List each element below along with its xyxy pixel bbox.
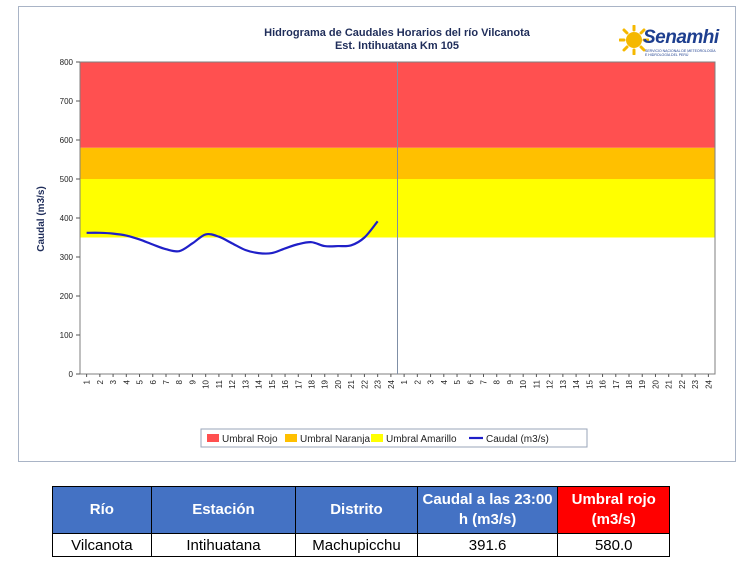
- x-tick-label: 10: [202, 379, 211, 388]
- x-axis-ticks: 1 2 3 4 5 6 7 8 9 10 11 12 13 14 15 16 17 18 19 20 21 22 23 24 1…: [83, 374, 713, 389]
- x-tick-label: 12: [546, 379, 555, 388]
- header-estacion: Estación: [150, 486, 297, 534]
- x-tick-label: 4: [122, 379, 131, 384]
- cell-caudal: 391.6: [416, 533, 559, 557]
- x-tick-label: 3: [109, 379, 118, 384]
- legend-label: Umbral Naranja: [300, 434, 370, 445]
- chart-legend: Umbral Rojo Umbral Naranja Umbral Amarillo…: [200, 428, 588, 448]
- x-tick-label: 12: [228, 379, 237, 388]
- x-tick-label: 3: [427, 379, 436, 384]
- legend-swatch: [285, 434, 297, 442]
- senamhi-logo: Senamhi SERVICIO NACIONAL DE METEOROLOGÍ…: [617, 21, 721, 65]
- x-tick-label: 21: [347, 379, 356, 388]
- y-tick-label: 100: [60, 331, 74, 340]
- summary-table: Río Estación Distrito Caudal a las 23:00…: [52, 486, 670, 557]
- x-tick-label: 18: [308, 379, 317, 388]
- x-tick-label: 11: [215, 379, 224, 388]
- x-tick-label: 11: [532, 379, 541, 388]
- cell-distrito: Machupicchu: [295, 533, 418, 557]
- header-rio: Río: [52, 486, 152, 534]
- x-tick-label: 13: [241, 379, 250, 388]
- table-header-row: Río Estación Distrito Caudal a las 23:00…: [52, 486, 670, 534]
- logo-subtitle: SERVICIO NACIONAL DE METEOROLOGÍA E HIDR…: [645, 49, 716, 57]
- logo-brand: Senamhi: [643, 27, 719, 48]
- x-tick-label: 6: [466, 379, 475, 384]
- x-tick-label: 19: [321, 379, 330, 388]
- legend-swatch: [371, 434, 383, 442]
- y-tick-label: 300: [60, 253, 74, 262]
- x-tick-label: 13: [559, 379, 568, 388]
- x-tick-label: 16: [281, 379, 290, 388]
- x-tick-label: 7: [162, 379, 171, 384]
- chart-frame: Hidrograma de Caudales Horarios del río …: [18, 6, 736, 462]
- legend-box: [200, 428, 588, 448]
- cell-umbral-rojo: 580.0: [557, 533, 670, 557]
- y-tick-label: 800: [60, 58, 74, 67]
- x-tick-label: 1: [400, 379, 409, 384]
- x-tick-label: 23: [691, 379, 700, 388]
- y-tick-label: 500: [60, 175, 74, 184]
- x-tick-label: 22: [678, 379, 687, 388]
- x-tick-label: 20: [334, 379, 343, 388]
- legend-label: Umbral Rojo: [222, 434, 278, 445]
- x-tick-label: 15: [268, 379, 277, 388]
- x-tick-label: 4: [440, 379, 449, 384]
- legend-label: Caudal (m3/s): [486, 434, 549, 445]
- x-tick-label: 14: [255, 379, 264, 388]
- x-tick-label: 1: [83, 379, 92, 384]
- x-tick-label: 6: [149, 379, 158, 384]
- x-tick-label: 2: [96, 379, 105, 384]
- y-tick-label: 0: [69, 370, 74, 379]
- x-tick-label: 14: [572, 379, 581, 388]
- y-tick-label: 400: [60, 214, 74, 223]
- table-row: Vilcanota Intihuatana Machupicchu 391.6 …: [52, 533, 670, 557]
- x-tick-label: 21: [665, 379, 674, 388]
- series-caudal-line: [86, 220, 379, 255]
- chart-subtitle: Est. Intihuatana Km 105: [335, 40, 459, 52]
- x-tick-label: 8: [493, 379, 502, 384]
- header-distrito: Distrito: [295, 486, 418, 534]
- x-tick-label: 8: [175, 379, 184, 384]
- y-tick-label: 600: [60, 136, 74, 145]
- x-tick-label: 5: [453, 379, 462, 384]
- cell-estacion: Intihuatana: [150, 533, 297, 557]
- x-tick-label: 24: [387, 379, 396, 388]
- x-tick-label: 19: [638, 379, 647, 388]
- y-tick-label: 700: [60, 97, 74, 106]
- chart-title: Hidrograma de Caudales Horarios del río …: [264, 27, 531, 39]
- x-tick-label: 10: [519, 379, 528, 388]
- legend-swatch: [207, 434, 219, 442]
- x-tick-label: 2: [413, 379, 422, 384]
- sun-icon: [619, 25, 649, 55]
- hydrograph-chart: Hidrograma de Caudales Horarios del río …: [36, 27, 716, 448]
- x-tick-label: 9: [506, 379, 515, 384]
- x-tick-label: 9: [188, 379, 197, 384]
- x-tick-label: 24: [704, 379, 713, 388]
- y-axis-ticks: 0 100 200 300 400 500 600 700 800: [60, 58, 80, 379]
- x-tick-label: 16: [599, 379, 608, 388]
- x-tick-label: 5: [136, 379, 145, 384]
- x-tick-label: 20: [651, 379, 660, 388]
- x-tick-label: 17: [294, 379, 303, 388]
- x-tick-label: 7: [479, 379, 488, 384]
- header-caudal: Caudal a las 23:00 h (m3/s): [416, 486, 559, 534]
- x-tick-label: 23: [374, 379, 383, 388]
- header-umbral-rojo: Umbral rojo (m3/s): [557, 486, 670, 534]
- x-tick-label: 15: [585, 379, 594, 388]
- y-tick-label: 200: [60, 292, 74, 301]
- x-tick-label: 18: [625, 379, 634, 388]
- cell-rio: Vilcanota: [52, 533, 152, 557]
- x-tick-label: 22: [360, 379, 369, 388]
- legend-label: Umbral Amarillo: [386, 434, 457, 445]
- y-axis-label: Caudal (m3/s): [36, 186, 47, 252]
- x-tick-label: 17: [612, 379, 621, 388]
